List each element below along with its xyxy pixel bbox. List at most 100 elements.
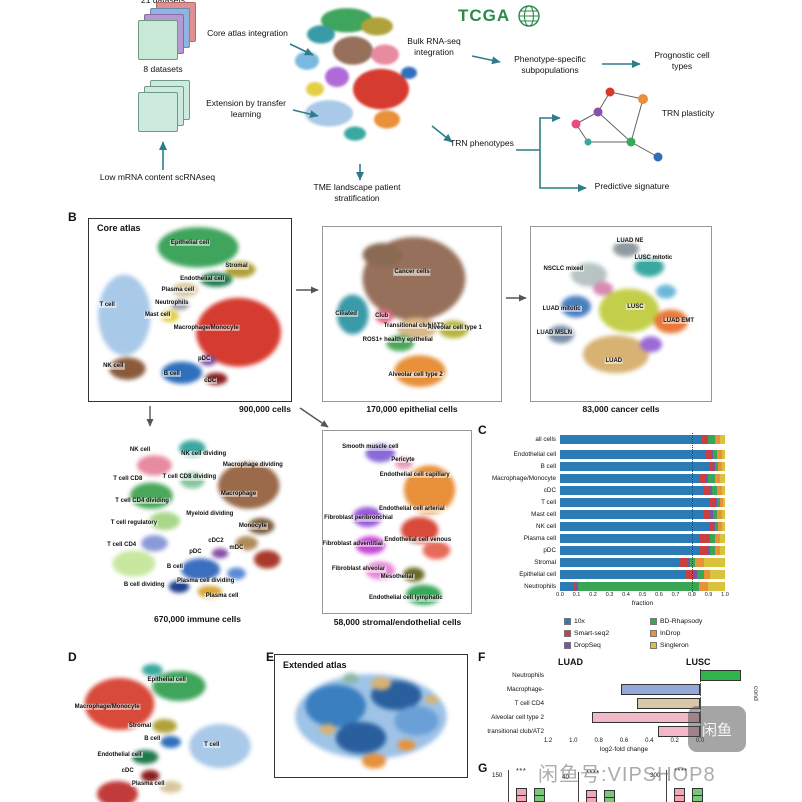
fraction-row-label: Macrophage/Monocyte xyxy=(491,474,556,482)
trn-phenotypes-label: TRN phenotypes xyxy=(450,138,514,148)
axis-value: 40 xyxy=(562,774,569,781)
panel-f-letter: F xyxy=(478,650,486,664)
legend-swatch xyxy=(650,629,657,637)
stacked-bar xyxy=(560,581,725,591)
cluster-label: pDC xyxy=(196,355,212,363)
fold-change-axis-label: log2-fold change xyxy=(599,746,649,753)
panel-c-letter: C xyxy=(478,423,487,437)
cluster-label: LUAD xyxy=(604,357,624,365)
stromal-labels: Smooth muscle cell Pericyte Endothelial ce… xyxy=(321,431,471,613)
cluster-label: Fibroblast alveolar xyxy=(330,566,387,573)
prognostic-label: Prognostic cell types xyxy=(654,50,710,71)
fold-change-row-label: Alveolar cell type 2 xyxy=(491,713,544,721)
tcga-label: TCGA xyxy=(458,6,511,25)
boxplot-group-2: 40 **** xyxy=(562,768,632,802)
extension-transfer-label: Extension by transfer learning xyxy=(206,98,286,119)
fraction-row: all cells xyxy=(488,433,746,445)
cluster-label: T cell CD4 dividing xyxy=(114,497,170,505)
epithelial-caption: 170,000 epithelial cells xyxy=(366,404,458,414)
cluster-label: ROS1+ healthy epithelial xyxy=(361,336,434,344)
tech-fraction-chart: all cells Endothelial cell B cell Macrophag… xyxy=(488,433,746,651)
validation-umap-panel: Epithelial cell Macrophage/Monocyte Stroma… xyxy=(58,654,263,802)
stacked-bar xyxy=(560,485,725,495)
cluster-label: Plasma cell xyxy=(130,780,166,787)
boxplot xyxy=(516,788,527,802)
epithelial-labels: Cancer cells Ciliated Club Transitional clu… xyxy=(323,227,501,401)
fraction-row: Stromal xyxy=(488,556,746,568)
cond-legend-title: cond xyxy=(752,686,759,701)
cluster-label: Plasma cell dividing xyxy=(176,577,236,585)
fraction-row: cDC xyxy=(488,484,746,496)
cluster-label: Macrophage/Monocyte xyxy=(172,325,240,332)
stromal-caption: 58,000 stromal/endothelial cells xyxy=(333,617,462,627)
stromal-panel: Smooth muscle cell Pericyte Endothelial ce… xyxy=(321,430,472,614)
cluster-label: T cell CD4 xyxy=(106,541,138,548)
cluster-label: T cell xyxy=(203,742,221,749)
cluster-label: LUAD mitotic xyxy=(541,305,582,312)
fold-change-track xyxy=(548,668,742,682)
fraction-axis-ticks: 0.0 0.1 0.2 0.3 0.4 0.5 0.6 0.7 0.8 0.9 1.0 xyxy=(556,592,729,598)
immune-panel: NK cell NK cell dividing T cell CD8 T cell … xyxy=(95,430,300,612)
cluster-label: LUSC mitotic xyxy=(633,255,674,262)
predictive-signature-label: Predictive signature xyxy=(594,181,670,191)
fraction-row: Plasma cell xyxy=(488,532,746,544)
cluster-label: T cell CD8 dividing xyxy=(161,474,218,481)
cluster-label: Fibroblast peribronchial xyxy=(323,515,394,522)
cluster-label: Alveolar cell type 2 xyxy=(387,371,444,379)
low-mrna-label: Low mRNA content scRNAseq xyxy=(99,172,216,182)
core-atlas-labels: Epithelial cell Stromal Endothelial cell Pl… xyxy=(89,219,291,401)
significance-stars: **** xyxy=(674,766,688,775)
trn-plasticity-label: TRN plasticity xyxy=(661,108,715,118)
stacked-bar-rows: all cells Endothelial cell B cell Macrophag… xyxy=(488,433,746,592)
cluster-label: Club xyxy=(374,312,390,319)
cluster-label: Myeloid dividing xyxy=(185,510,235,517)
cluster-label: LUAD EMT xyxy=(662,317,696,325)
boxplot xyxy=(534,788,545,802)
panel-g-letter: G xyxy=(478,761,488,775)
cluster-label: Endothelial cell xyxy=(179,275,226,283)
fraction-row-label: Stromal xyxy=(534,558,556,566)
cluster-label: Neutrophils xyxy=(154,299,190,306)
legend-item: 10x xyxy=(564,617,650,625)
core-atlas-title: Core atlas xyxy=(95,223,143,233)
cluster-label: Endothelial cell capillary xyxy=(378,471,451,478)
epithelial-panel: Cancer cells Ciliated Club Transitional clu… xyxy=(322,226,502,402)
cluster-label: LUAD NE xyxy=(615,237,645,245)
stacked-bar xyxy=(560,434,725,444)
watermark-handle: 闲鱼号:VIPSHOP8 xyxy=(538,764,716,786)
fold-change-row-label: Macrophage- xyxy=(506,685,544,693)
cluster-label: Alveolar cell type 1 xyxy=(426,324,483,332)
cluster-label: NK cell dividing xyxy=(180,450,228,457)
fraction-row-label: Mast cell xyxy=(531,510,556,518)
fraction-row-label: Plasma cell xyxy=(523,534,556,542)
cluster-label: cDC xyxy=(120,767,135,774)
immune-labels: NK cell NK cell dividing T cell CD8 T cell … xyxy=(95,430,300,612)
extended-atlas-panel: Extended atlas xyxy=(274,654,468,778)
fraction-row-label: NK cell xyxy=(536,522,556,530)
cluster-label: NK cell xyxy=(128,446,152,454)
stacked-bar xyxy=(560,473,725,483)
extended-atlas-umap xyxy=(295,673,447,769)
fraction-row: Macrophage/Monocyte xyxy=(488,472,746,484)
cluster-label: NSCLC mixed xyxy=(542,265,585,272)
cluster-label: NK cell xyxy=(102,363,125,370)
cancer-caption: 83,000 cancer cells xyxy=(582,404,660,414)
fold-change-bar xyxy=(592,711,700,723)
stacked-bar xyxy=(560,545,725,555)
legend-item: DropSeq xyxy=(564,641,650,649)
boxplot xyxy=(674,788,685,802)
cancer-panel: LUAD NE LUSC mitotic NSCLC mixed LUAD mitot… xyxy=(530,226,712,402)
phenotype-specific-label: Phenotype-specific subpopulations xyxy=(514,54,586,75)
fraction-axis-label: fraction xyxy=(631,600,654,607)
validation-labels: Epithelial cell Macrophage/Monocyte Stroma… xyxy=(58,654,263,802)
cluster-label: Fibroblast adventitial xyxy=(321,540,384,547)
tme-label: TME landscape patient stratification xyxy=(313,182,401,203)
legend-item: InDrop xyxy=(650,629,746,637)
cluster-label: Endothelial cell lymphatic xyxy=(368,595,444,602)
luad-header: LUAD xyxy=(558,657,583,667)
fold-change-track xyxy=(548,682,742,696)
bulk-rnaseq-label: Bulk RNA-seq integration xyxy=(407,36,461,57)
panel-d-letter: D xyxy=(68,650,77,664)
cluster-label: T cell CD8 xyxy=(112,475,144,483)
cluster-label: Ciliated xyxy=(334,310,358,318)
